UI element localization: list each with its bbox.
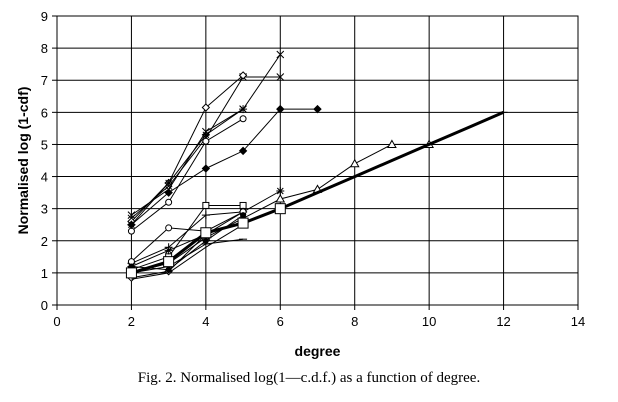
data-point [313, 104, 322, 114]
data-point [201, 103, 211, 112]
y-tick-label: 2 [41, 234, 48, 249]
x-tick-label: 14 [571, 314, 585, 329]
x-tick-label: 2 [128, 314, 135, 329]
series-11 [127, 208, 247, 266]
y-tick-label: 0 [41, 298, 48, 313]
y-tick-label: 8 [41, 41, 48, 56]
y-tick-label: 9 [41, 9, 48, 24]
data-point [201, 211, 210, 220]
data-point [276, 50, 285, 59]
data-point [165, 224, 173, 232]
data-point [127, 211, 136, 219]
data-point [387, 139, 397, 148]
y-tick-label: 7 [41, 73, 48, 88]
series-16 [125, 110, 508, 279]
data-point [276, 104, 285, 114]
data-point [239, 201, 247, 209]
series-line [131, 108, 318, 226]
data-point [240, 212, 247, 219]
series-4 [127, 115, 247, 235]
data-point [239, 115, 247, 123]
data-point [274, 203, 286, 215]
y-tick-label: 6 [41, 105, 48, 120]
y-axis-title: Normalised log (1-cdf) [15, 87, 31, 235]
data-point [202, 237, 209, 244]
x-tick-label: 10 [422, 314, 436, 329]
y-tick-label: 1 [41, 266, 48, 281]
figure-caption: Fig. 2. Normalised log(1—c.d.f.) as a fu… [137, 370, 481, 386]
data-point [276, 187, 285, 196]
x-tick-label: 12 [496, 314, 510, 329]
data-point [165, 198, 173, 206]
x-tick-label: 0 [53, 314, 60, 329]
data-point [238, 71, 248, 80]
data-point [201, 164, 211, 173]
data-point [125, 267, 137, 279]
axes [52, 15, 579, 310]
data-point [202, 137, 210, 145]
data-point [275, 194, 286, 203]
data-point [164, 178, 173, 187]
x-axis-title: degree [295, 343, 341, 359]
series-5 [127, 104, 322, 229]
plot-border [56, 15, 579, 306]
series-line [130, 110, 505, 275]
series-line [131, 211, 244, 264]
data-point [165, 266, 172, 273]
data-point [200, 227, 212, 239]
series-line [131, 118, 244, 232]
y-tick-label: 5 [41, 137, 48, 152]
x-tick-label: 4 [202, 314, 209, 329]
series-3 [127, 71, 248, 226]
data-point [238, 146, 248, 156]
data-point [276, 73, 285, 81]
data-point [349, 158, 360, 168]
series-line [131, 211, 244, 262]
series-line [131, 75, 244, 222]
series-15 [131, 224, 244, 280]
series-6 [127, 105, 248, 229]
data-point [164, 188, 173, 197]
x-tick-label: 8 [351, 314, 358, 329]
x-tick-label: 6 [277, 314, 284, 329]
y-tick-label: 3 [41, 202, 48, 217]
data-point [127, 227, 135, 235]
series [125, 50, 508, 282]
data-point [163, 256, 175, 268]
data-point [237, 217, 249, 229]
series-line [131, 108, 244, 226]
series-10 [127, 207, 248, 268]
data-point [239, 105, 248, 114]
data-point [127, 220, 136, 229]
data-point [202, 201, 210, 209]
y-tick-label: 4 [41, 170, 48, 185]
data-point [201, 130, 210, 139]
data-point [164, 243, 173, 252]
series-line [131, 224, 244, 280]
